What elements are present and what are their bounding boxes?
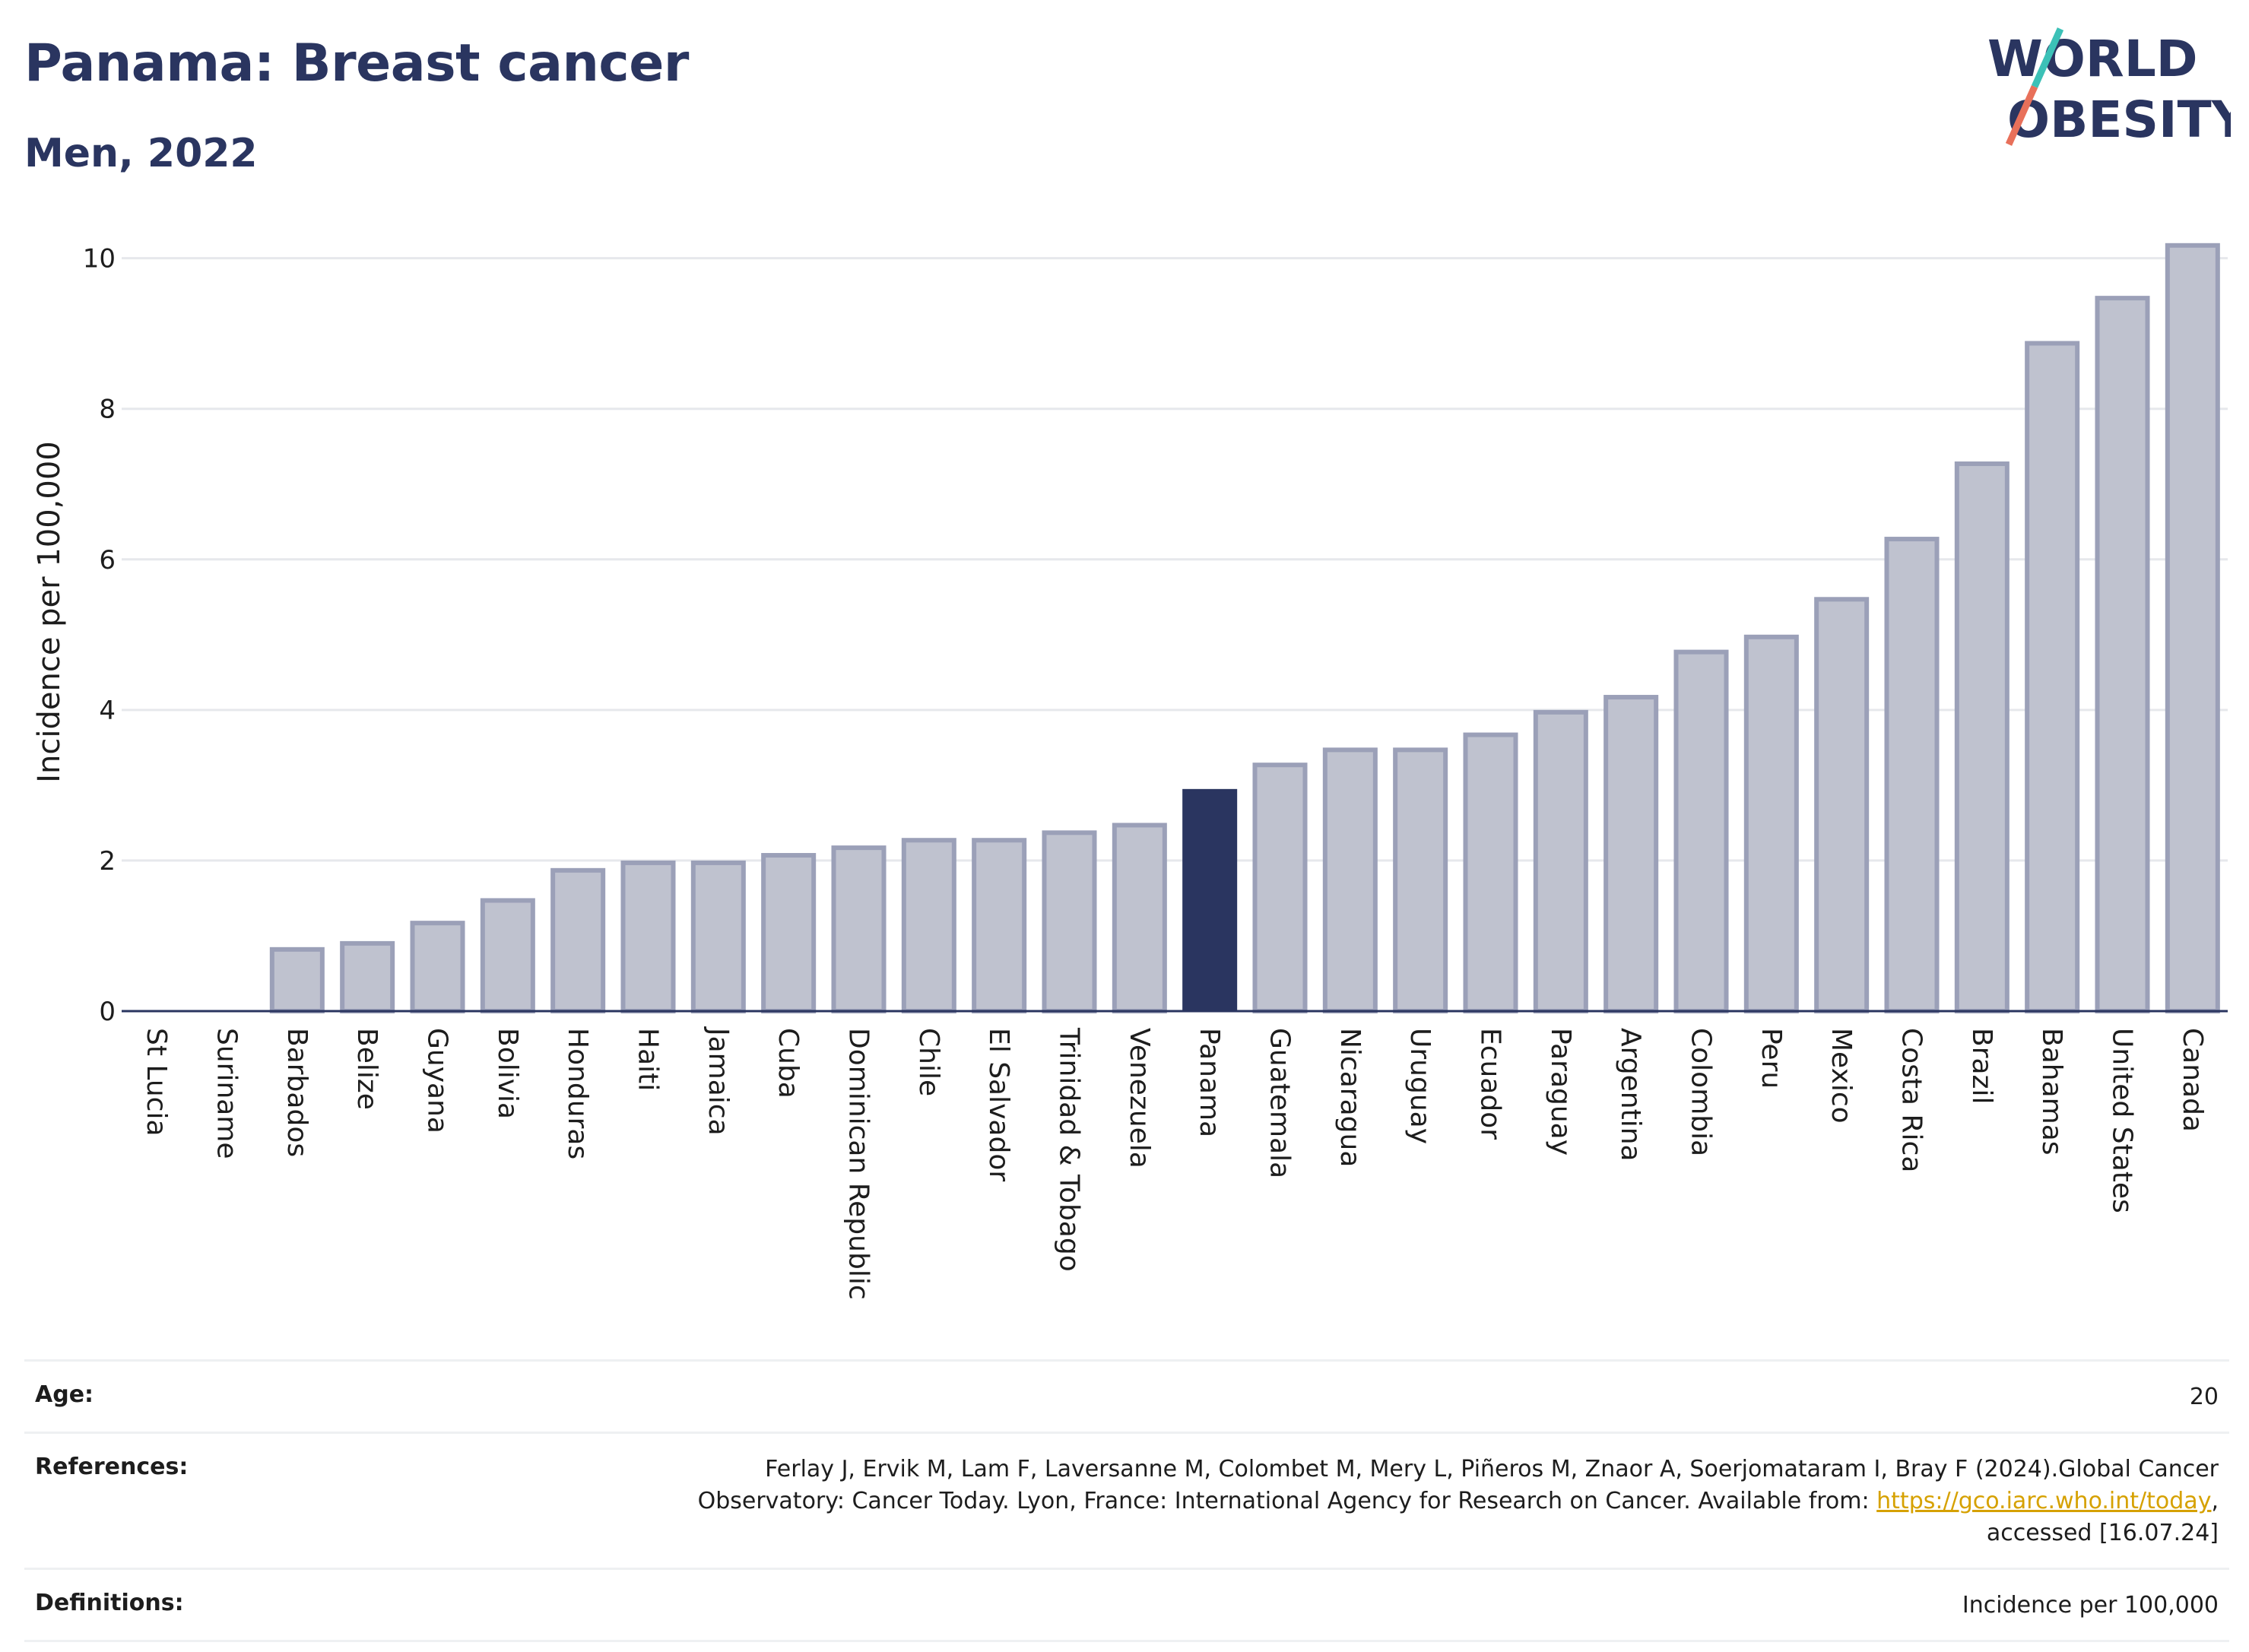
logo-slash-coral — [2005, 85, 2038, 146]
chart-title: Panama: Breast cancer — [24, 33, 689, 94]
x-tick-label: Honduras — [562, 1028, 593, 1159]
world-obesity-logo: WORLD OBESITY — [1987, 27, 2231, 149]
x-tick-label: Uruguay — [1404, 1028, 1435, 1144]
y-tick-label: 0 — [99, 997, 116, 1027]
bar-guatemala — [1252, 763, 1308, 1014]
y-tick-label: 2 — [99, 846, 116, 877]
x-tick-label: Argentina — [1615, 1028, 1646, 1162]
x-tick-label: Canada — [2177, 1028, 2208, 1132]
x-tick-label: Cuba — [772, 1028, 804, 1099]
references-label: References: — [35, 1454, 189, 1480]
x-tick-label: Paraguay — [1545, 1028, 1576, 1156]
bar-costa-rica — [1884, 537, 1940, 1013]
bar-jamaica — [690, 860, 746, 1014]
bar-paraguay — [1533, 709, 1588, 1013]
x-tick-label: United States — [2107, 1028, 2138, 1213]
info-table: Age: 20 References: Ferlay J, Ervik M, L… — [24, 1359, 2229, 1642]
x-tick-label: Guatemala — [1264, 1028, 1296, 1178]
x-tick-label: Peru — [1756, 1028, 1787, 1089]
x-tick-label: Barbados — [281, 1028, 312, 1157]
bar-bolivia — [480, 898, 535, 1013]
logo-line1: WORLD — [1987, 30, 2198, 88]
x-tick-label: Guyana — [422, 1028, 453, 1134]
y-tick-label: 6 — [99, 545, 116, 576]
references-row: References: Ferlay J, Ervik M, Lam F, La… — [24, 1432, 2229, 1568]
bar-haiti — [620, 860, 676, 1014]
x-tick-label: Belize — [351, 1028, 382, 1110]
x-tick-label: Venezuela — [1124, 1028, 1155, 1168]
x-tick-label: Bahamas — [2036, 1028, 2067, 1156]
x-tick-label: Colombia — [1686, 1028, 1717, 1156]
bar-honduras — [550, 867, 606, 1013]
bar-united-states — [2095, 296, 2150, 1013]
x-tick-label: Nicaragua — [1334, 1028, 1366, 1167]
bar-uruguay — [1393, 747, 1448, 1013]
x-tick-label: Dominican Republic — [843, 1028, 874, 1300]
bar-peru — [1743, 634, 1799, 1013]
bar-mexico — [1814, 597, 1870, 1013]
bar-argentina — [1603, 695, 1659, 1013]
x-tick-label: Mexico — [1826, 1028, 1857, 1124]
y-axis-label: Incidence per 100,000 — [32, 441, 67, 783]
age-row: Age: 20 — [24, 1359, 2229, 1432]
x-tick-label: Costa Rica — [1896, 1028, 1927, 1172]
x-tick-label: Bolivia — [492, 1028, 523, 1119]
x-tick-label: Jamaica — [703, 1026, 734, 1136]
references-text-1: Ferlay J, Ervik M, Lam F, Laversanne M, … — [697, 1456, 2219, 1514]
x-tick-label: El Salvador — [983, 1028, 1014, 1181]
bar-belize — [340, 940, 395, 1014]
y-tick-label: 4 — [99, 696, 116, 726]
bar-canada — [2165, 243, 2220, 1013]
x-tick-label: Suriname — [211, 1028, 243, 1159]
bar-colombia — [1673, 649, 1729, 1013]
bar-barbados — [269, 946, 325, 1013]
references-text-2: , accessed [16.07.24] — [1986, 1488, 2219, 1546]
age-label: Age: — [35, 1381, 94, 1408]
y-tick-label: 8 — [99, 395, 116, 425]
references-link[interactable]: https://gco.iarc.who.int/today — [1876, 1488, 2212, 1514]
logo-slash-teal — [2031, 27, 2064, 88]
bar-brazil — [1954, 461, 2010, 1013]
x-tick-label: Haiti — [633, 1028, 664, 1091]
x-tick-label: Ecuador — [1475, 1028, 1506, 1140]
bar-guyana — [410, 921, 465, 1013]
bar-chile — [901, 838, 956, 1014]
logo-line2: OBESITY — [2007, 90, 2231, 149]
y-tick-label: 10 — [83, 244, 116, 274]
bar-ecuador — [1463, 732, 1518, 1013]
definitions-value: Incidence per 100,000 — [1962, 1592, 2219, 1619]
x-tick-label: Panama — [1194, 1028, 1225, 1137]
age-value: 20 — [2189, 1384, 2219, 1410]
bar-nicaragua — [1322, 747, 1378, 1013]
bar-panama — [1182, 788, 1238, 1011]
x-tick-label: St Lucia — [141, 1028, 172, 1137]
bar-dominican-republic — [831, 845, 887, 1013]
x-tick-label: Brazil — [1966, 1028, 1997, 1104]
bar-trinidad-tobago — [1042, 830, 1097, 1014]
bar-el-salvador — [972, 838, 1027, 1014]
bar-bahamas — [2025, 341, 2080, 1013]
bar-venezuela — [1112, 823, 1167, 1013]
x-tick-label: Trinidad & Tobago — [1054, 1027, 1085, 1272]
bar-cuba — [761, 853, 817, 1014]
bar-chart: 0 2 4 6 8 10 Incidence per 100,000 St Lucia Suri… — [32, 243, 2228, 1300]
references-value: Ferlay J, Ervik M, Lam F, Laversanne M, … — [622, 1454, 2219, 1549]
chart-subtitle: Men, 2022 — [24, 131, 258, 176]
definitions-label: Definitions: — [35, 1590, 184, 1616]
definitions-row: Definitions: Incidence per 100,000 — [24, 1568, 2229, 1642]
x-tick-label: Chile — [913, 1028, 944, 1096]
